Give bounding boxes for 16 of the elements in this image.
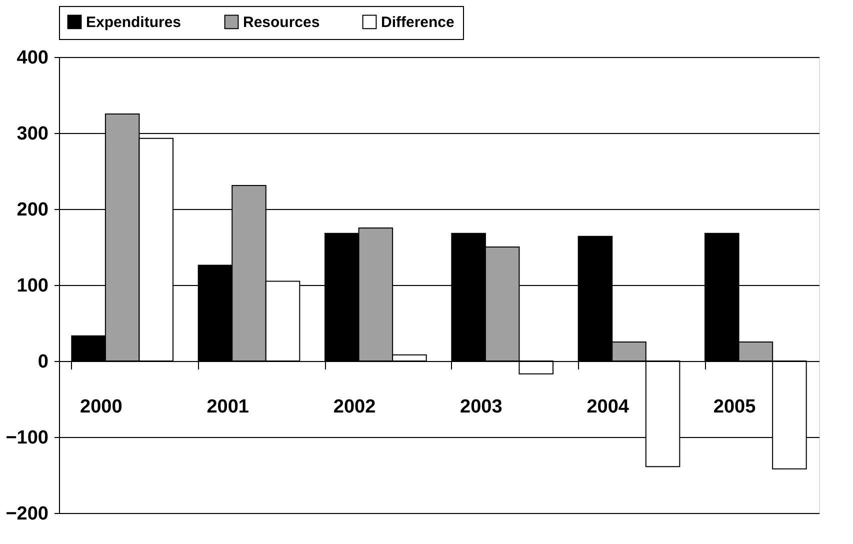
x-tick-label: 2004 bbox=[586, 396, 630, 418]
x-tick-label: 2005 bbox=[713, 396, 756, 418]
y-tick-label: 400 bbox=[16, 48, 48, 68]
y-tick-label: −200 bbox=[6, 504, 48, 524]
legend-label: Expenditures bbox=[86, 14, 182, 31]
y-tick-label: 100 bbox=[16, 276, 48, 296]
legend-label: Difference bbox=[381, 14, 454, 31]
y-tick-label: 300 bbox=[16, 124, 48, 144]
y-tick-label: −100 bbox=[6, 428, 48, 448]
x-tick-label: 2000 bbox=[80, 396, 122, 418]
x-tick-label: 2001 bbox=[206, 396, 250, 418]
y-tick-label: 200 bbox=[16, 200, 48, 220]
legend-label: Resources bbox=[243, 14, 320, 31]
y-tick-label: 0 bbox=[38, 352, 48, 372]
x-tick-label: 2003 bbox=[460, 396, 502, 418]
x-tick-label: 2002 bbox=[333, 396, 376, 418]
